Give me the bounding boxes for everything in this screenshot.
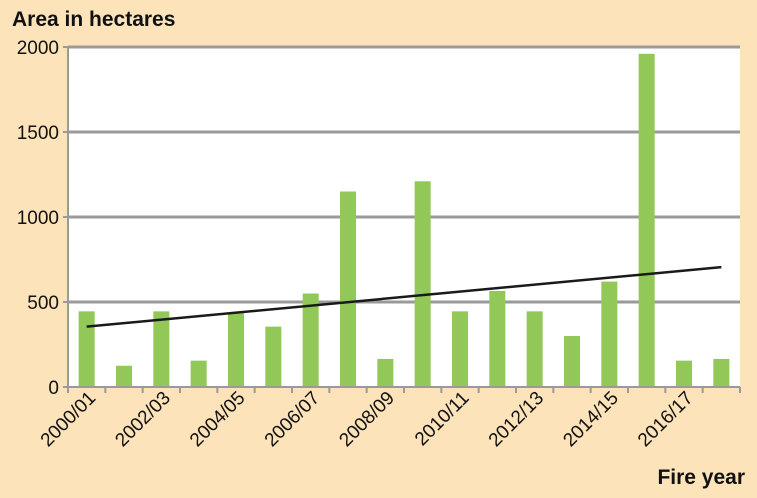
x-tick-label: 2014/15 bbox=[559, 388, 622, 451]
bar bbox=[489, 290, 506, 387]
bar bbox=[526, 311, 543, 387]
y-tick-labels: 0 500 1000 1500 2000 bbox=[17, 38, 59, 399]
bar bbox=[228, 313, 244, 387]
x-tick-label: 2010/11 bbox=[411, 388, 473, 450]
bar bbox=[78, 311, 95, 387]
bar bbox=[340, 191, 356, 387]
x-tick-label: 2004/05 bbox=[186, 388, 249, 451]
x-tick-label: 2000/01 bbox=[37, 388, 100, 451]
y-tick-label: 0 bbox=[48, 378, 59, 399]
y-tick-label: 1000 bbox=[17, 208, 59, 229]
bars bbox=[78, 53, 730, 388]
bar bbox=[601, 281, 618, 387]
y-tick-label: 2000 bbox=[17, 38, 59, 59]
x-tick-label: 2008/09 bbox=[335, 388, 398, 451]
bar bbox=[638, 53, 655, 388]
x-tick-label: 2016/17 bbox=[634, 388, 697, 451]
bar bbox=[452, 311, 468, 387]
bar bbox=[265, 326, 282, 387]
x-tick-labels: 2000/01 2002/03 2004/05 2006/07 2008/09 2010/… bbox=[37, 387, 741, 451]
x-tick-label: 2012/13 bbox=[485, 388, 548, 451]
bar bbox=[377, 358, 394, 387]
trendline bbox=[86, 265, 722, 328]
bar bbox=[116, 365, 132, 387]
bar bbox=[190, 360, 207, 387]
gridlines bbox=[63, 45, 740, 388]
bar bbox=[676, 360, 692, 387]
y-axis-title: Area in hectares bbox=[12, 8, 175, 31]
x-tick-label: 2006/07 bbox=[261, 388, 324, 451]
bar bbox=[153, 311, 170, 387]
bar bbox=[302, 293, 319, 387]
bar bbox=[564, 336, 580, 387]
y-tick-label: 500 bbox=[27, 293, 59, 314]
trendline-group bbox=[86, 265, 722, 328]
bar bbox=[713, 358, 730, 387]
y-tick-label: 1500 bbox=[17, 123, 59, 144]
x-axis-title: Fire year bbox=[657, 466, 745, 489]
bar bbox=[414, 181, 431, 387]
x-tick-label: 2002/03 bbox=[111, 388, 174, 451]
